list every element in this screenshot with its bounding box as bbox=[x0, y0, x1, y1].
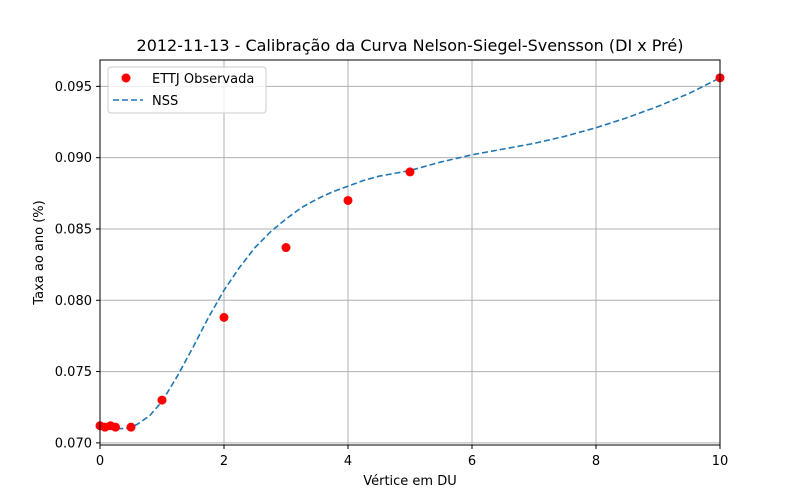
ettj-observed-point bbox=[405, 167, 415, 177]
legend-label: NSS bbox=[152, 94, 178, 109]
y-tick-label: 0.090 bbox=[55, 151, 92, 166]
x-tick-label: 8 bbox=[592, 454, 600, 469]
y-tick-label: 0.085 bbox=[55, 222, 92, 237]
ettj-observed-point bbox=[281, 243, 291, 253]
ettj-observed-point bbox=[126, 422, 136, 432]
y-tick-label: 0.080 bbox=[55, 294, 92, 309]
nss-series-line bbox=[99, 77, 721, 430]
ettj-observed-point bbox=[157, 395, 167, 405]
x-tick-label: 2 bbox=[220, 454, 228, 469]
x-axis-title: Vértice em DU bbox=[363, 474, 457, 489]
chart-title: 2012-11-13 - Calibração da Curva Nelson-… bbox=[137, 36, 684, 55]
y-axis-title: Taxa ao ano (%) bbox=[32, 200, 47, 305]
y-tick-label: 0.095 bbox=[55, 80, 92, 95]
x-tick-label: 0 bbox=[96, 454, 104, 469]
axis-ticks: 0 2 4 6 8 10 0.070 0.075 0.080 0.085 0.090 0.095 bbox=[55, 80, 728, 469]
grid bbox=[99, 60, 721, 445]
x-tick-label: 6 bbox=[468, 454, 476, 469]
x-tick-label: 10 bbox=[712, 454, 729, 469]
y-tick-label: 0.075 bbox=[55, 365, 92, 380]
x-tick-label: 4 bbox=[344, 454, 352, 469]
ettj-observed-point bbox=[343, 195, 353, 205]
ettj-observed-point bbox=[111, 422, 120, 432]
legend-box bbox=[107, 66, 267, 114]
ettj-observed-point bbox=[219, 312, 229, 322]
legend-point-swatch bbox=[121, 73, 131, 83]
legend-label: ETTJ Observada bbox=[152, 72, 254, 87]
series-points bbox=[95, 73, 725, 432]
plot-frame bbox=[99, 59, 721, 446]
y-tick-label: 0.070 bbox=[55, 436, 92, 451]
legend: ETTJ Observada NSS bbox=[107, 66, 267, 114]
series-lines bbox=[99, 77, 721, 430]
